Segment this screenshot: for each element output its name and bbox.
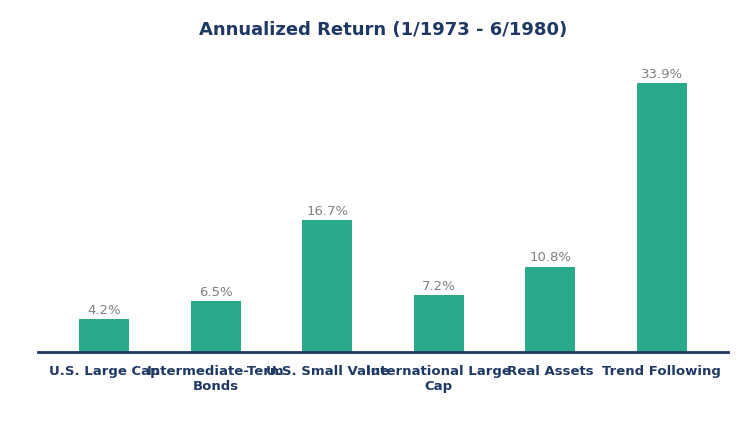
Bar bbox=[191, 301, 241, 353]
Bar bbox=[80, 319, 129, 353]
Bar bbox=[637, 84, 686, 353]
Bar bbox=[525, 267, 575, 353]
Bar bbox=[302, 220, 352, 353]
Bar bbox=[414, 295, 464, 353]
Text: 33.9%: 33.9% bbox=[641, 68, 683, 81]
Text: 4.2%: 4.2% bbox=[88, 303, 121, 316]
Text: 16.7%: 16.7% bbox=[306, 204, 348, 217]
Title: Annualized Return (1/1973 - 6/1980): Annualized Return (1/1973 - 6/1980) bbox=[199, 21, 567, 39]
Text: 7.2%: 7.2% bbox=[422, 280, 456, 292]
Text: 6.5%: 6.5% bbox=[199, 285, 233, 298]
Text: 10.8%: 10.8% bbox=[529, 251, 572, 264]
